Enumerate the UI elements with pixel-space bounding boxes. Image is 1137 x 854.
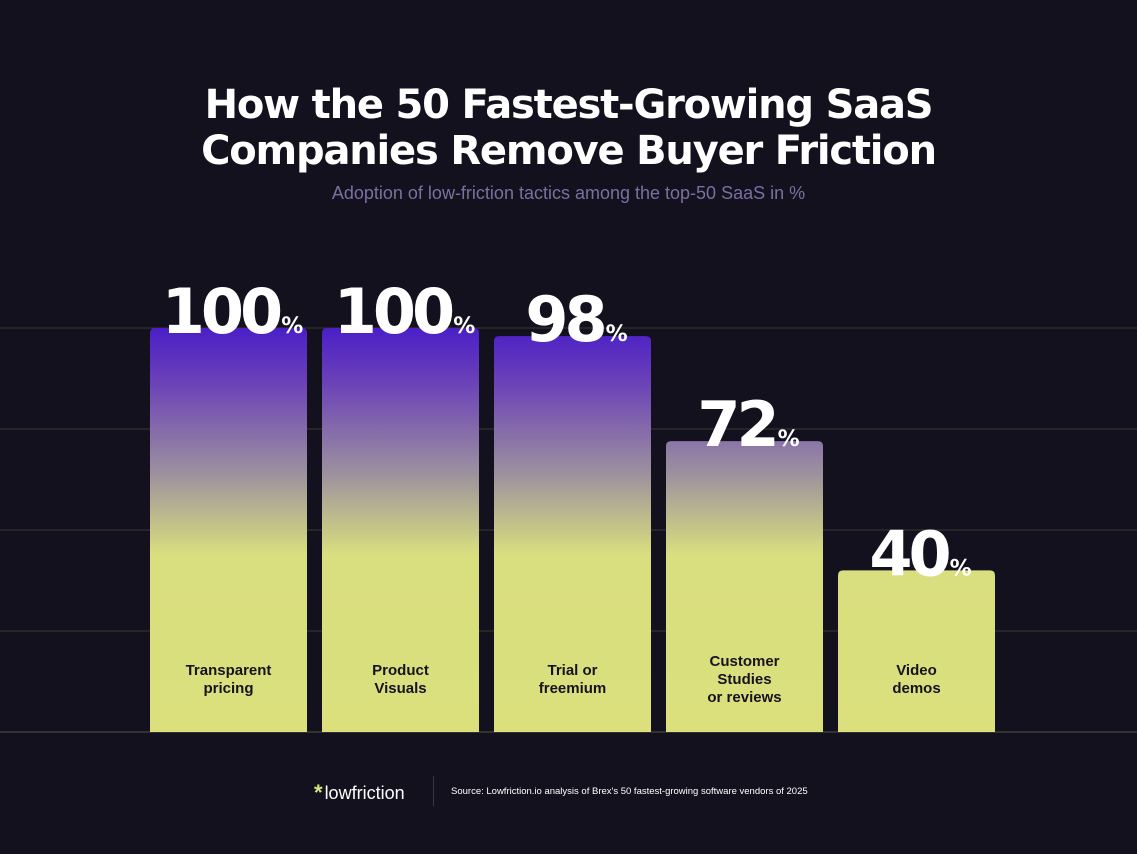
value-suffix: % xyxy=(778,427,800,452)
category-label-line: Customer xyxy=(709,653,779,670)
bar xyxy=(322,328,479,732)
category-label: Video demos xyxy=(892,662,940,697)
value-suffix: % xyxy=(281,314,303,339)
value-suffix: % xyxy=(453,314,475,339)
category-label-line: freemium xyxy=(539,680,607,697)
category-label-line: Visuals xyxy=(374,680,426,697)
category-label: Customer Studies or reviews xyxy=(707,653,781,706)
source-note: Source: Lowfriction.io analysis of Brex'… xyxy=(451,786,808,797)
value-label: 72 xyxy=(697,388,775,461)
bar xyxy=(666,441,823,732)
category-label-line: pricing xyxy=(203,680,253,697)
value-suffix: % xyxy=(950,556,972,581)
value-label: 100 xyxy=(334,275,453,348)
bar xyxy=(494,336,651,732)
footer-divider xyxy=(433,776,434,806)
lowfriction-logo: * lowfriction xyxy=(314,780,405,806)
category-label: Trial or freemium xyxy=(539,662,607,697)
category-labels: Transparent pricing Product Visuals Trial or… xyxy=(186,653,941,706)
category-label-line: Video xyxy=(896,662,937,679)
bar xyxy=(838,570,995,732)
value-label: 100 xyxy=(162,275,281,348)
chart-subtitle: Adoption of low-friction tactics among t… xyxy=(331,183,806,203)
value-labels: 100% 100% 98 %72 %40% xyxy=(162,275,972,590)
value-suffix: % xyxy=(606,322,628,347)
chart-title-line-1: How the 50 Fastest-Growing SaaS xyxy=(204,82,934,128)
category-label: Product Visuals xyxy=(372,662,429,697)
category-label-line: Studies xyxy=(717,671,771,688)
logo-text: lowfriction xyxy=(324,782,405,803)
value-label: 98 xyxy=(525,283,604,356)
category-label-line: demos xyxy=(892,680,940,697)
chart-title: How the 50 Fastest-Growing SaaS Companie… xyxy=(0,82,1137,174)
category-label-line: Transparent xyxy=(186,662,272,679)
bar xyxy=(150,328,307,732)
category-label-line: Trial or xyxy=(547,662,597,679)
category-label-line: Product xyxy=(372,662,429,679)
asterisk-icon: * xyxy=(314,780,323,805)
category-label: Transparent pricing xyxy=(186,662,272,697)
bars xyxy=(150,328,995,732)
category-label-line: or reviews xyxy=(707,689,781,706)
chart-title-line-2: Companies Remove Buyer Friction xyxy=(201,128,937,174)
value-label: 40 xyxy=(869,517,949,590)
